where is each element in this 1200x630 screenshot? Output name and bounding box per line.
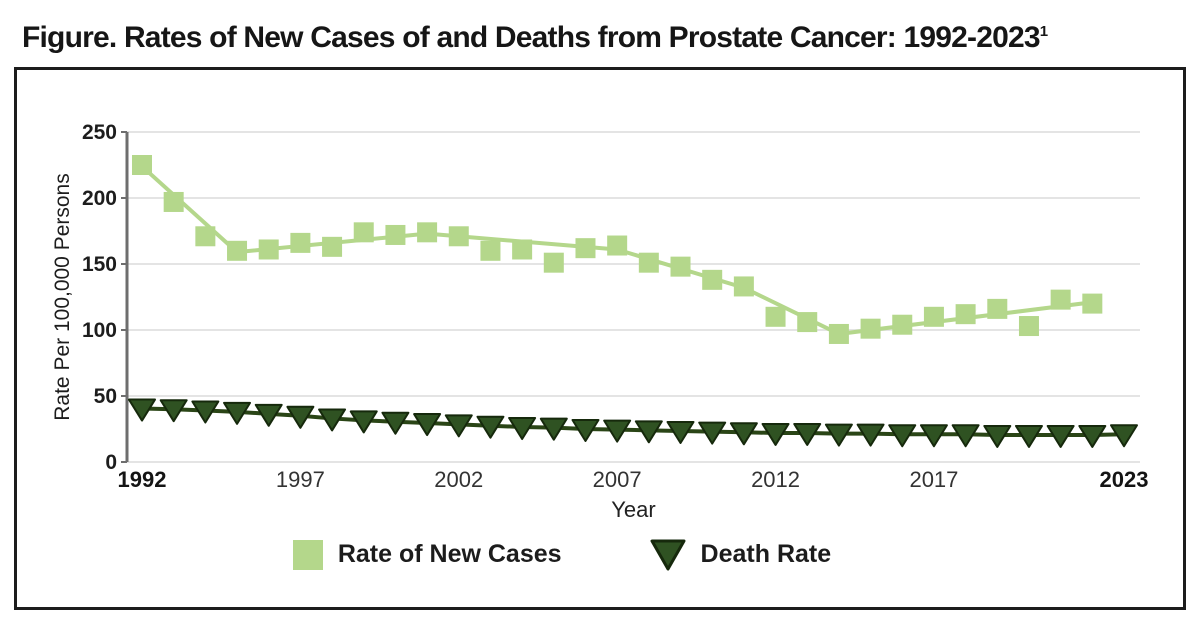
death-rate-marker <box>349 410 378 434</box>
death-rate-marker <box>824 423 853 447</box>
y-tick-label: 250 <box>82 121 117 144</box>
new-cases-marker <box>1050 289 1071 310</box>
new-cases-marker <box>670 256 691 277</box>
y-tick-label: 150 <box>82 253 117 276</box>
y-tick-label: 100 <box>82 319 117 342</box>
legend-item-death-rate: Death Rate <box>650 538 832 571</box>
death-rate-marker <box>856 423 885 447</box>
death-rate-marker <box>919 424 948 448</box>
death-rate-marker <box>729 422 758 446</box>
death-rate-marker <box>254 403 283 427</box>
death-rate-marker <box>793 422 822 446</box>
death-rate-marker <box>666 420 695 444</box>
x-tick-label: 1997 <box>276 467 325 492</box>
new-cases-marker <box>860 318 881 339</box>
chart-legend: Rate of New Cases Death Rate <box>17 538 1183 571</box>
death-rate-marker <box>508 417 537 441</box>
y-tick-label: 50 <box>94 385 117 408</box>
new-cases-marker <box>480 240 501 261</box>
x-tick-label: 2017 <box>909 467 958 492</box>
death-rate-marker <box>128 398 156 422</box>
death-rate-marker <box>983 424 1012 448</box>
figure-title-superscript: 1 <box>1039 23 1048 40</box>
new-cases-marker <box>797 312 818 333</box>
new-cases-marker <box>733 276 754 297</box>
new-cases-marker <box>385 224 406 245</box>
legend-item-new-cases: Rate of New Cases <box>292 539 562 570</box>
x-tick-label: 2007 <box>593 467 642 492</box>
new-cases-marker <box>322 236 343 257</box>
death-rate-marker <box>698 421 727 445</box>
new-cases-marker <box>1082 293 1103 314</box>
new-cases-marker <box>702 269 723 290</box>
death-rate-marker <box>1046 424 1075 448</box>
y-tick-label: 200 <box>82 187 117 210</box>
new-cases-marker <box>290 232 311 253</box>
chart-svg: 0 50 100 150 200 250 1992 1997 2002 2007 2012 2017 2… <box>51 121 1149 522</box>
new-cases-marker <box>1018 316 1039 337</box>
death-rate-marker <box>761 422 790 446</box>
new-cases-marker <box>987 298 1008 319</box>
new-cases-marker <box>543 252 564 273</box>
death-rate-marker <box>951 424 980 448</box>
death-rate-marker <box>539 417 568 441</box>
death-rate-marker <box>444 414 473 438</box>
legend-label-death-rate: Death Rate <box>700 540 832 568</box>
figure-title-text: Figure. Rates of New Cases of and Deaths… <box>22 21 1041 54</box>
death-rate-marker <box>159 399 188 423</box>
death-rate-marker <box>603 419 632 443</box>
death-rate-marker <box>381 411 410 435</box>
figure-title: Figure. Rates of New Cases of and Deaths… <box>22 14 1192 56</box>
death-rate-marker <box>318 408 347 432</box>
new-cases-marker <box>258 239 279 260</box>
death-rate-marker <box>191 400 220 424</box>
death-rate-triangle-icon <box>650 539 686 571</box>
new-cases-marker <box>227 240 248 261</box>
death-rate-marker <box>286 405 315 429</box>
x-tick-label: 2012 <box>751 467 800 492</box>
x-axis-title: Year <box>611 497 655 522</box>
new-cases-marker <box>923 306 944 327</box>
new-cases-marker <box>512 239 533 260</box>
x-tick-label: 1992 <box>118 467 167 492</box>
x-tick-label: 2002 <box>434 467 483 492</box>
new-cases-marker <box>638 252 659 273</box>
new-cases-marker <box>575 238 596 259</box>
figure-box: 0 50 100 150 200 250 1992 1997 2002 2007 2012 2017 2… <box>14 67 1186 610</box>
y-axis-title: Rate Per 100,000 Persons <box>51 173 74 421</box>
new-cases-marker <box>132 155 152 175</box>
legend-label-new-cases: Rate of New Cases <box>337 540 562 568</box>
death-rate-marker <box>476 415 505 439</box>
new-cases-marker <box>607 235 628 256</box>
new-cases-marker <box>955 304 976 325</box>
death-rate-marker <box>223 401 252 425</box>
death-rate-marker <box>413 413 442 437</box>
death-rate-marker <box>1110 424 1138 448</box>
death-rate-marker <box>1078 424 1107 448</box>
new-cases-marker <box>892 314 913 335</box>
new-cases-marker <box>765 306 786 327</box>
death-rate-marker <box>571 419 600 442</box>
death-rate-marker <box>634 420 663 444</box>
death-rate-marker <box>888 424 917 448</box>
new-cases-marker <box>353 222 374 243</box>
x-tick-label: 2023 <box>1100 467 1149 492</box>
death-rate-line <box>141 406 1125 437</box>
new-cases-marker <box>195 226 216 247</box>
new-cases-marker <box>448 226 469 247</box>
new-cases-marker <box>417 222 438 243</box>
y-tick-label: 0 <box>105 451 117 474</box>
new-cases-marker <box>163 191 184 212</box>
new-cases-marker <box>828 323 849 344</box>
new-cases-square-icon <box>292 539 323 570</box>
death-rate-marker <box>1014 424 1043 448</box>
